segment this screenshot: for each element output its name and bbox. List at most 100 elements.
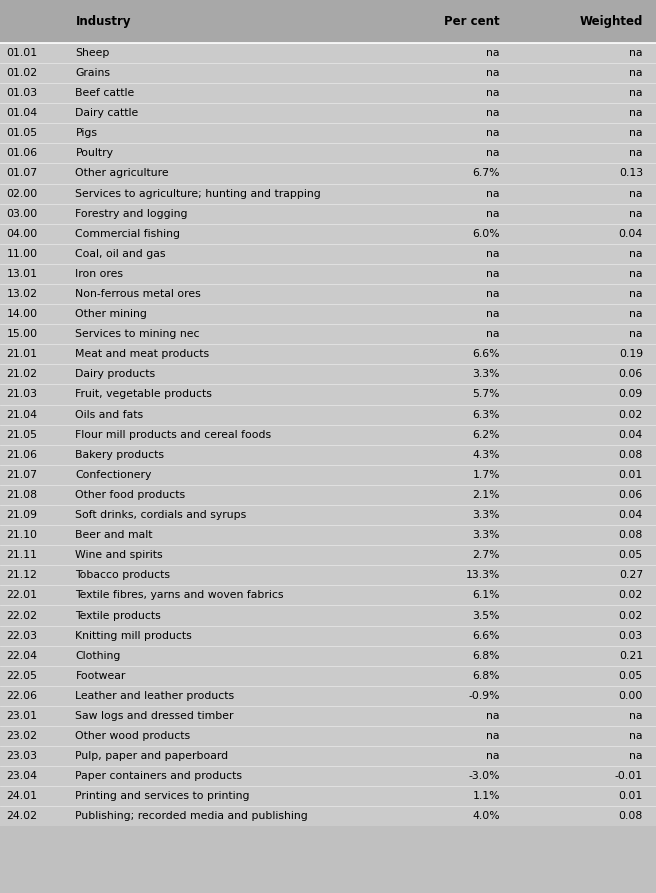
Text: 22.06: 22.06 <box>7 691 37 701</box>
Text: 0.00: 0.00 <box>619 691 643 701</box>
Text: 0.01: 0.01 <box>619 470 643 480</box>
Text: 0.19: 0.19 <box>619 349 643 359</box>
Text: Pulp, paper and paperboard: Pulp, paper and paperboard <box>75 751 228 761</box>
Text: Sheep: Sheep <box>75 48 110 58</box>
Text: 6.3%: 6.3% <box>472 410 500 420</box>
Text: 0.02: 0.02 <box>619 410 643 420</box>
Text: na: na <box>486 148 500 158</box>
Text: 03.00: 03.00 <box>7 209 38 219</box>
Text: 1.1%: 1.1% <box>472 791 500 801</box>
Text: 02.00: 02.00 <box>7 188 38 198</box>
Text: 22.04: 22.04 <box>7 651 37 661</box>
Text: Knitting mill products: Knitting mill products <box>75 630 192 640</box>
Text: 6.2%: 6.2% <box>472 430 500 439</box>
Text: Footwear: Footwear <box>75 671 126 680</box>
Text: 13.01: 13.01 <box>7 269 37 279</box>
Text: Saw logs and dressed timber: Saw logs and dressed timber <box>75 711 234 721</box>
Text: 21.06: 21.06 <box>7 450 37 460</box>
Text: 0.27: 0.27 <box>619 571 643 580</box>
Text: Coal, oil and gas: Coal, oil and gas <box>75 249 166 259</box>
Text: 6.1%: 6.1% <box>472 590 500 600</box>
Text: Clothing: Clothing <box>75 651 121 661</box>
Text: Other agriculture: Other agriculture <box>75 169 169 179</box>
Text: 21.04: 21.04 <box>7 410 37 420</box>
Text: 3.3%: 3.3% <box>472 510 500 520</box>
Text: 01.01: 01.01 <box>7 48 37 58</box>
Text: na: na <box>629 731 643 741</box>
Text: Soft drinks, cordials and syrups: Soft drinks, cordials and syrups <box>75 510 247 520</box>
Text: Publishing; recorded media and publishing: Publishing; recorded media and publishin… <box>75 812 308 822</box>
Text: 21.10: 21.10 <box>7 530 37 540</box>
Text: 22.03: 22.03 <box>7 630 37 640</box>
Text: Poultry: Poultry <box>75 148 113 158</box>
Bar <box>0 43 656 827</box>
Text: na: na <box>486 711 500 721</box>
Text: Commercial fishing: Commercial fishing <box>75 229 180 238</box>
Text: 0.09: 0.09 <box>619 389 643 399</box>
Text: 0.03: 0.03 <box>619 630 643 640</box>
Text: na: na <box>629 148 643 158</box>
Text: -3.0%: -3.0% <box>468 772 500 781</box>
Text: Bakery products: Bakery products <box>75 450 165 460</box>
Text: Dairy products: Dairy products <box>75 370 155 380</box>
Text: 15.00: 15.00 <box>7 330 37 339</box>
Text: 6.8%: 6.8% <box>472 651 500 661</box>
Text: -0.01: -0.01 <box>615 772 643 781</box>
Text: Weighted: Weighted <box>579 15 643 28</box>
Text: Confectionery: Confectionery <box>75 470 152 480</box>
Text: Pigs: Pigs <box>75 129 98 138</box>
Text: na: na <box>486 289 500 299</box>
Text: Meat and meat products: Meat and meat products <box>75 349 209 359</box>
Text: 01.05: 01.05 <box>7 129 37 138</box>
Text: na: na <box>486 269 500 279</box>
Text: na: na <box>629 108 643 118</box>
Text: -0.9%: -0.9% <box>468 691 500 701</box>
Text: na: na <box>629 48 643 58</box>
Text: Tobacco products: Tobacco products <box>75 571 171 580</box>
Text: 4.0%: 4.0% <box>472 812 500 822</box>
Text: 21.07: 21.07 <box>7 470 37 480</box>
Text: 04.00: 04.00 <box>7 229 38 238</box>
Text: 01.02: 01.02 <box>7 68 37 78</box>
Text: 0.21: 0.21 <box>619 651 643 661</box>
Text: 21.02: 21.02 <box>7 370 37 380</box>
Text: Textile products: Textile products <box>75 611 161 621</box>
Text: 6.0%: 6.0% <box>472 229 500 238</box>
Text: 13.3%: 13.3% <box>466 571 500 580</box>
Text: Flour mill products and cereal foods: Flour mill products and cereal foods <box>75 430 272 439</box>
Text: 24.02: 24.02 <box>7 812 37 822</box>
Text: na: na <box>629 711 643 721</box>
Text: na: na <box>629 751 643 761</box>
Text: 6.7%: 6.7% <box>472 169 500 179</box>
Text: Services to agriculture; hunting and trapping: Services to agriculture; hunting and tra… <box>75 188 321 198</box>
Text: na: na <box>629 249 643 259</box>
Text: na: na <box>486 751 500 761</box>
Text: 21.09: 21.09 <box>7 510 37 520</box>
Text: Paper containers and products: Paper containers and products <box>75 772 243 781</box>
Text: 3.3%: 3.3% <box>472 370 500 380</box>
Text: Other mining: Other mining <box>75 309 148 319</box>
Text: Other food products: Other food products <box>75 490 186 500</box>
Text: 23.03: 23.03 <box>7 751 37 761</box>
Text: na: na <box>629 309 643 319</box>
Text: 0.04: 0.04 <box>619 510 643 520</box>
Text: na: na <box>629 269 643 279</box>
Text: 01.04: 01.04 <box>7 108 37 118</box>
Text: 21.01: 21.01 <box>7 349 37 359</box>
Text: na: na <box>629 88 643 98</box>
Text: 0.08: 0.08 <box>619 812 643 822</box>
Text: 11.00: 11.00 <box>7 249 37 259</box>
Text: Printing and services to printing: Printing and services to printing <box>75 791 250 801</box>
Text: na: na <box>486 330 500 339</box>
Text: Industry: Industry <box>75 15 131 28</box>
Text: Leather and leather products: Leather and leather products <box>75 691 235 701</box>
Bar <box>0 0 656 43</box>
Text: 23.01: 23.01 <box>7 711 37 721</box>
Text: 21.03: 21.03 <box>7 389 37 399</box>
Text: 23.02: 23.02 <box>7 731 37 741</box>
Text: 0.08: 0.08 <box>619 530 643 540</box>
Text: 3.5%: 3.5% <box>472 611 500 621</box>
Text: na: na <box>486 209 500 219</box>
Text: 0.08: 0.08 <box>619 450 643 460</box>
Text: 3.3%: 3.3% <box>472 530 500 540</box>
